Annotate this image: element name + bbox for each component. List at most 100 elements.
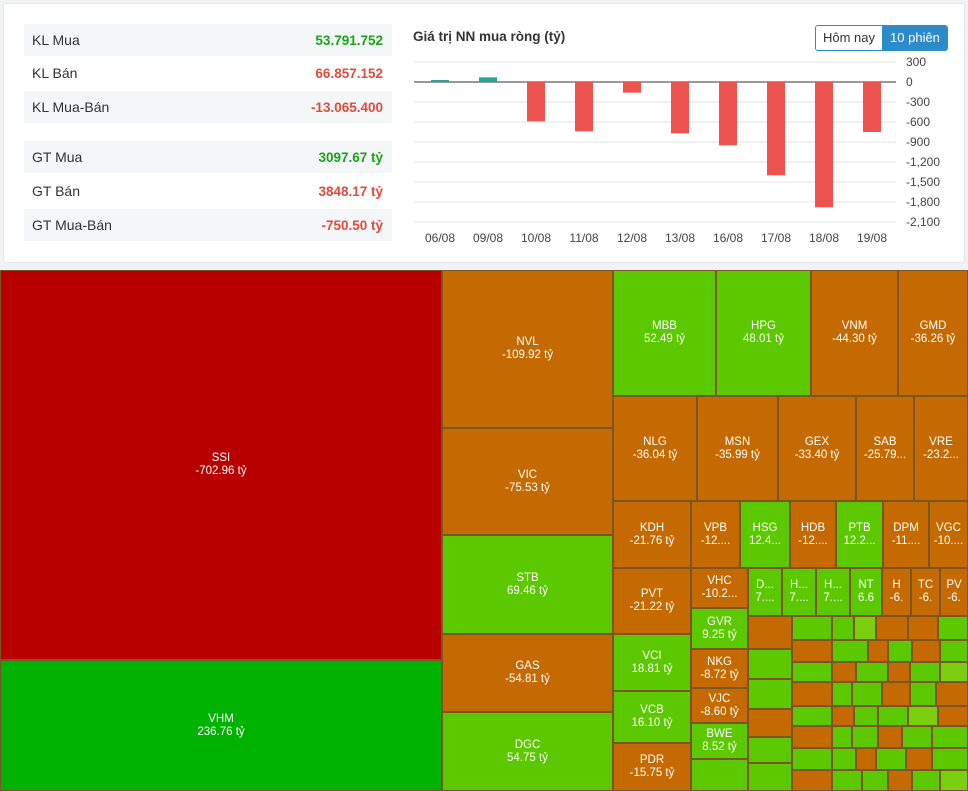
treemap-tile[interactable]: VCI 18.81 tỷ bbox=[613, 634, 691, 691]
treemap-tile[interactable] bbox=[792, 748, 832, 770]
y-tick-label: -1,200 bbox=[906, 155, 940, 169]
treemap-tile[interactable] bbox=[912, 640, 940, 662]
treemap-tile[interactable]: NT 6.6 bbox=[850, 568, 882, 616]
treemap-tile[interactable]: HDB -12.... bbox=[790, 501, 836, 568]
treemap-tile[interactable] bbox=[888, 640, 912, 662]
treemap-tile[interactable] bbox=[912, 770, 940, 791]
treemap-tile[interactable]: NKG -8.72 tỷ bbox=[691, 649, 748, 688]
treemap-tile[interactable] bbox=[908, 616, 938, 640]
treemap-tile[interactable] bbox=[748, 763, 792, 791]
treemap-tile[interactable]: DGC 54.75 tỷ bbox=[442, 712, 613, 791]
treemap-tile[interactable] bbox=[792, 770, 832, 791]
treemap-tile[interactable] bbox=[792, 662, 832, 682]
treemap-tile[interactable] bbox=[691, 759, 748, 791]
treemap-tile[interactable] bbox=[852, 726, 878, 748]
treemap-tile[interactable]: PVT -21.22 tỷ bbox=[613, 568, 691, 634]
treemap-tile[interactable]: VGC -10.... bbox=[929, 501, 968, 568]
treemap-tile[interactable] bbox=[854, 706, 878, 726]
treemap-tile[interactable]: STB 69.46 tỷ bbox=[442, 535, 613, 634]
treemap-tile[interactable] bbox=[910, 682, 936, 706]
treemap-tile[interactable]: VCB 16.10 tỷ bbox=[613, 691, 691, 743]
treemap-tile[interactable] bbox=[906, 748, 932, 770]
treemap-tile[interactable]: GAS -54.81 tỷ bbox=[442, 634, 613, 712]
treemap-tile[interactable] bbox=[878, 706, 908, 726]
treemap-tile[interactable] bbox=[748, 709, 792, 737]
treemap-tile[interactable]: H... 7.... bbox=[782, 568, 816, 616]
treemap-tile[interactable] bbox=[832, 682, 852, 706]
treemap-tile[interactable]: KDH -21.76 tỷ bbox=[613, 501, 691, 568]
treemap-tile[interactable] bbox=[908, 706, 938, 726]
treemap-tile[interactable]: MBB 52.49 tỷ bbox=[613, 270, 716, 396]
treemap-tile[interactable] bbox=[748, 649, 792, 679]
treemap-tile[interactable]: GVR 9.25 tỷ bbox=[691, 608, 748, 649]
treemap-tile[interactable]: VRE -23.2... bbox=[914, 396, 968, 501]
treemap-tile[interactable]: SSI -702.96 tỷ bbox=[0, 270, 442, 660]
treemap-tile[interactable] bbox=[932, 726, 968, 748]
today-button[interactable]: Hôm nay bbox=[816, 26, 883, 50]
treemap-tile[interactable]: VNM -44.30 tỷ bbox=[811, 270, 898, 396]
treemap-tile[interactable]: TC -6. bbox=[911, 568, 940, 616]
treemap-tile[interactable]: D... 7.... bbox=[748, 568, 782, 616]
treemap-tile[interactable] bbox=[832, 726, 852, 748]
treemap-tile[interactable] bbox=[832, 706, 854, 726]
treemap-tile[interactable] bbox=[832, 748, 856, 770]
tile-ticker: VPB bbox=[703, 521, 727, 534]
treemap-tile[interactable]: VIC -75.53 tỷ bbox=[442, 428, 613, 535]
treemap-tile[interactable]: VHC -10.2... bbox=[691, 568, 748, 608]
treemap-tile[interactable]: HSG 12.4... bbox=[740, 501, 790, 568]
treemap-tile[interactable] bbox=[792, 682, 832, 706]
treemap-tile[interactable] bbox=[910, 662, 940, 682]
treemap-tile[interactable] bbox=[832, 662, 856, 682]
treemap-tile[interactable]: BWE 8.52 tỷ bbox=[691, 723, 748, 759]
treemap-tile[interactable]: GEX -33.40 tỷ bbox=[778, 396, 856, 501]
treemap-tile[interactable]: NLG -36.04 tỷ bbox=[613, 396, 697, 501]
treemap-tile[interactable]: GMD -36.26 tỷ bbox=[898, 270, 968, 396]
tile-ticker: D... bbox=[756, 579, 774, 591]
treemap-tile[interactable] bbox=[748, 679, 792, 709]
treemap-tile[interactable] bbox=[938, 616, 968, 640]
treemap-tile[interactable] bbox=[878, 726, 902, 748]
treemap-tile[interactable] bbox=[868, 640, 888, 662]
treemap-tile[interactable]: NVL -109.92 tỷ bbox=[442, 270, 613, 428]
treemap-tile[interactable] bbox=[748, 616, 792, 649]
treemap-tile[interactable] bbox=[792, 726, 832, 748]
treemap-tile[interactable] bbox=[876, 616, 908, 640]
treemap-tile[interactable] bbox=[862, 770, 888, 791]
treemap-tile[interactable]: VJC -8.60 tỷ bbox=[691, 688, 748, 723]
treemap-tile[interactable] bbox=[832, 770, 862, 791]
treemap-tile[interactable] bbox=[832, 616, 854, 640]
ten-sessions-button[interactable]: 10 phiên bbox=[882, 26, 947, 50]
treemap-tile[interactable] bbox=[792, 706, 832, 726]
treemap-tile[interactable] bbox=[852, 682, 882, 706]
treemap-tile[interactable]: PDR -15.75 tỷ bbox=[613, 743, 691, 791]
treemap-tile[interactable]: PTB 12.2... bbox=[836, 501, 883, 568]
treemap-tile[interactable] bbox=[748, 737, 792, 763]
treemap-tile[interactable]: HPG 48.01 tỷ bbox=[716, 270, 811, 396]
tile-ticker: VIC bbox=[517, 468, 538, 481]
treemap-tile[interactable]: VHM 236.76 tỷ bbox=[0, 660, 442, 791]
treemap-tile[interactable] bbox=[936, 682, 968, 706]
treemap-tile[interactable] bbox=[882, 682, 910, 706]
treemap-tile[interactable] bbox=[856, 748, 876, 770]
treemap-tile[interactable] bbox=[938, 706, 968, 726]
treemap-tile[interactable] bbox=[902, 726, 932, 748]
treemap-tile[interactable] bbox=[792, 616, 832, 640]
treemap-tile[interactable] bbox=[940, 770, 968, 791]
treemap-tile[interactable]: MSN -35.99 tỷ bbox=[697, 396, 778, 501]
treemap-tile[interactable] bbox=[940, 640, 968, 662]
treemap-tile[interactable]: DPM -11.... bbox=[883, 501, 929, 568]
treemap-tile[interactable] bbox=[932, 748, 968, 770]
treemap-tile[interactable] bbox=[792, 640, 832, 662]
treemap-tile[interactable]: SAB -25.79... bbox=[856, 396, 914, 501]
treemap-tile[interactable] bbox=[856, 662, 888, 682]
treemap-tile[interactable]: H... 7.... bbox=[816, 568, 850, 616]
treemap-tile[interactable]: VPB -12.... bbox=[691, 501, 740, 568]
treemap-tile[interactable] bbox=[876, 748, 906, 770]
treemap-tile[interactable] bbox=[888, 770, 912, 791]
treemap-tile[interactable]: H -6. bbox=[882, 568, 911, 616]
treemap-tile[interactable]: PV -6. bbox=[940, 568, 968, 616]
treemap-tile[interactable] bbox=[940, 662, 968, 682]
treemap-tile[interactable] bbox=[832, 640, 868, 662]
treemap-tile[interactable] bbox=[854, 616, 876, 640]
treemap-tile[interactable] bbox=[888, 662, 910, 682]
